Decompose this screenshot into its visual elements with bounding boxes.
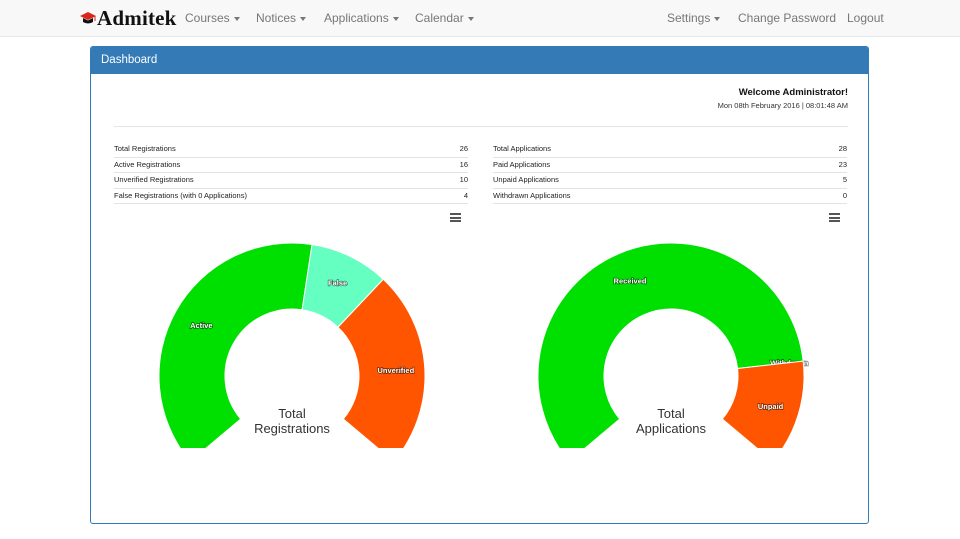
chart-menu-icon[interactable] [450, 213, 461, 222]
chart-center-label: Registrations [254, 421, 330, 436]
nav-change-password[interactable]: Change Password [738, 0, 836, 36]
registration-stats: Total Registrations 26 Active Registratio… [114, 142, 468, 204]
applications-donut-chart: ReceivedWithdrawnUnpaidTotalApplications [537, 242, 809, 448]
application-stats: Total Applications 28 Paid Applications 23… [493, 142, 847, 204]
stat-row: Paid Applications 23 [493, 158, 847, 173]
slice-label: Received [614, 276, 647, 285]
stat-value: 16 [459, 159, 468, 169]
nav-courses[interactable]: Courses [185, 0, 240, 36]
stat-row: Total Applications 28 [493, 142, 847, 158]
stat-row: False Registrations (with 0 Applications… [114, 189, 468, 204]
stat-value: 0 [842, 190, 847, 200]
slice-label: Active [190, 321, 213, 330]
nav-label: Logout [847, 11, 884, 25]
stat-label: Withdrawn Applications [493, 190, 571, 200]
caret-down-icon [467, 16, 474, 21]
current-datetime: Mon 08th February 2016 | 08:01:48 AM [717, 101, 848, 110]
slice-received[interactable] [537, 242, 804, 448]
caret-down-icon [392, 16, 399, 21]
chart-menu-icon[interactable] [829, 213, 840, 222]
stat-label: False Registrations (with 0 Applications… [114, 190, 247, 200]
dashboard-panel: Dashboard Welcome Administrator! Mon 08t… [90, 46, 869, 524]
nav-logout[interactable]: Logout [847, 0, 884, 36]
welcome-message: Welcome Administrator! [738, 87, 848, 98]
brand-name: Admitek [97, 5, 177, 30]
divider [114, 126, 848, 127]
nav-label: Change Password [738, 11, 837, 25]
stat-row: Withdrawn Applications 0 [493, 189, 847, 204]
graduation-cap-icon [80, 12, 96, 24]
stat-label: Unverified Registrations [114, 175, 194, 184]
stat-label: Total Registrations [114, 144, 176, 153]
slice-label: False [328, 279, 347, 288]
stat-value: 4 [463, 190, 468, 200]
brand-logo[interactable]: Admitek [80, 5, 177, 31]
stat-row: Active Registrations 16 [114, 158, 468, 173]
stat-row: Unverified Registrations 10 [114, 173, 468, 189]
nav-applications[interactable]: Applications [324, 0, 399, 36]
stat-value: 10 [459, 175, 468, 184]
stat-label: Paid Applications [493, 159, 551, 169]
chart-center-label: Applications [636, 421, 707, 436]
slice-unpaid[interactable] [721, 360, 805, 448]
stat-value: 26 [459, 144, 468, 153]
nav-label: Calendar [415, 11, 464, 25]
nav-calendar[interactable]: Calendar [415, 0, 474, 36]
stat-value: 23 [838, 159, 847, 169]
nav-label: Settings [667, 11, 711, 25]
nav-label: Notices [256, 11, 297, 25]
stat-label: Active Registrations [114, 159, 181, 169]
chart-center-label: Total [657, 406, 685, 421]
stat-label: Unpaid Applications [493, 175, 559, 184]
slice-unverified[interactable] [337, 278, 426, 448]
stat-row: Total Registrations 26 [114, 142, 468, 158]
stat-row: Unpaid Applications 5 [493, 173, 847, 189]
stat-label: Total Applications [493, 144, 551, 153]
slice-label: Unverified [377, 366, 414, 375]
caret-down-icon [300, 16, 307, 21]
caret-down-icon [714, 16, 721, 21]
top-navbar: Admitek Courses Notices Applications Cal… [0, 0, 960, 37]
nav-label: Applications [324, 11, 389, 25]
chart-center-label: Total [278, 406, 306, 421]
stat-value: 28 [838, 144, 847, 153]
nav-notices[interactable]: Notices [256, 0, 307, 36]
nav-settings[interactable]: Settings [667, 0, 721, 36]
slice-label: Unpaid [758, 402, 784, 411]
slice-active[interactable] [158, 242, 313, 448]
stat-value: 5 [842, 175, 847, 184]
caret-down-icon [233, 16, 240, 21]
panel-title: Dashboard [91, 47, 868, 74]
nav-label: Courses [185, 11, 230, 25]
